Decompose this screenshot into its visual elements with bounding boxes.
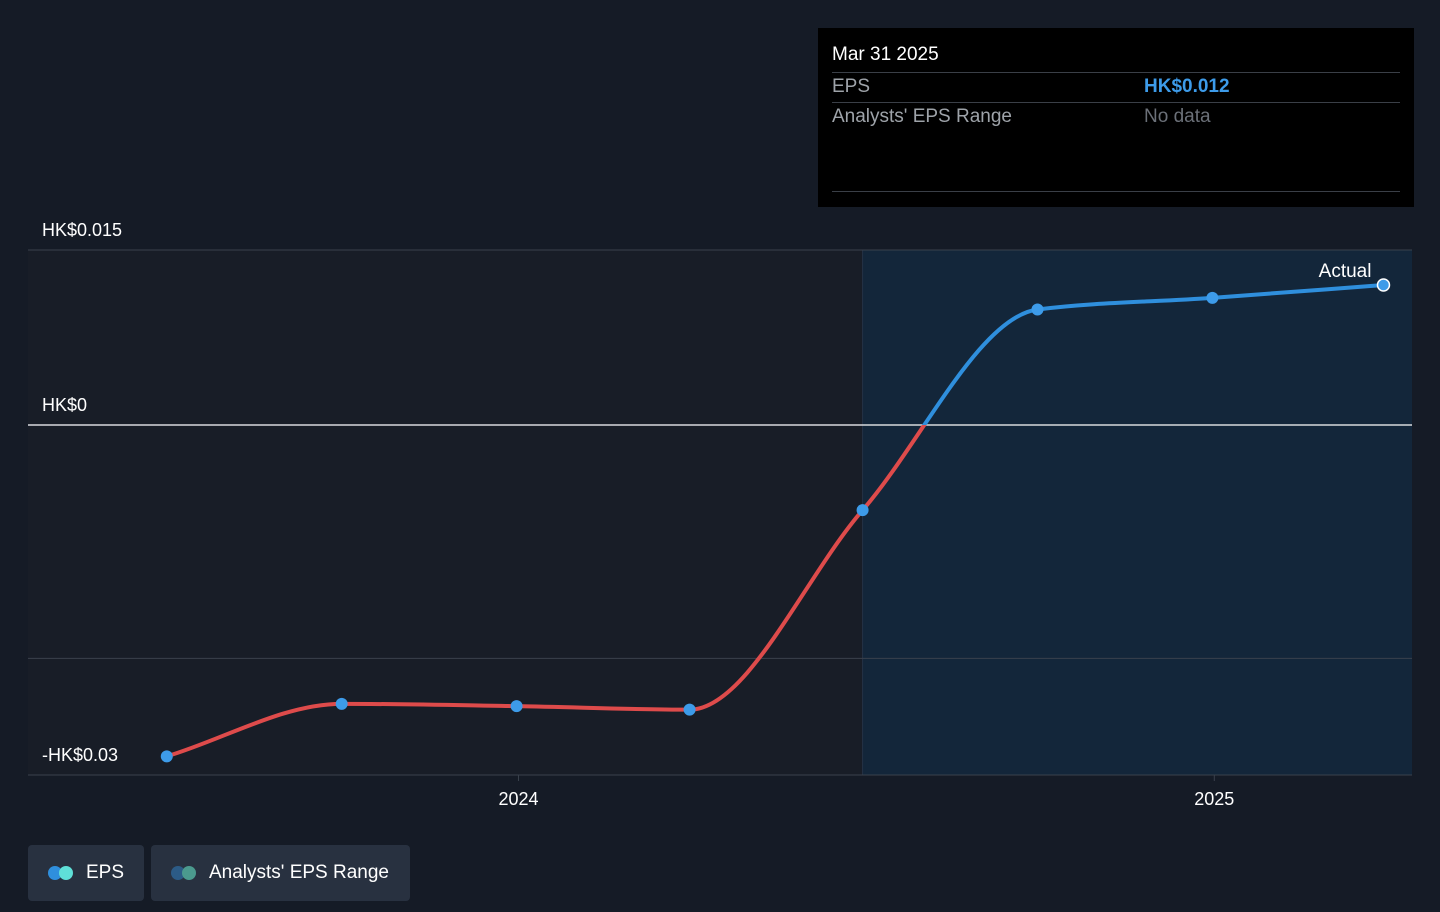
eps-point <box>1206 291 1219 304</box>
tooltip-range-value: No data <box>1144 106 1211 127</box>
past-region <box>28 250 863 775</box>
y-tick-label: HK$0.015 <box>42 220 122 240</box>
eps-point <box>683 703 696 716</box>
y-tick-label: HK$0 <box>42 395 87 415</box>
actual-annotation: Actual <box>1319 261 1372 282</box>
future-region <box>862 250 1412 775</box>
eps-point <box>856 504 869 517</box>
tooltip-eps-label: EPS <box>832 76 871 97</box>
eps-points <box>160 278 1391 763</box>
y-axis-labels: HK$0.015 HK$0 -HK$0.03 <box>42 220 122 765</box>
eps-point <box>335 697 348 710</box>
y-tick-label: -HK$0.03 <box>42 745 118 765</box>
eps-legend-icon <box>48 866 76 880</box>
legend-range-label: Analysts' EPS Range <box>209 862 389 883</box>
grid-lines <box>28 249 1412 776</box>
eps-point <box>1376 278 1391 292</box>
tooltip-divider <box>832 191 1400 192</box>
tooltip-range-label: Analysts' EPS Range <box>832 106 1012 127</box>
tooltip-divider <box>832 72 1400 73</box>
eps-point <box>160 750 173 763</box>
x-tick-label: 2025 <box>1194 789 1234 809</box>
tooltip-eps-value: HK$0.012 <box>1144 76 1230 97</box>
eps-point <box>510 700 523 713</box>
legend-range-button[interactable]: Analysts' EPS Range <box>151 845 410 901</box>
legend-eps-label: EPS <box>86 862 125 883</box>
tooltip-date: Mar 31 2025 <box>832 44 939 65</box>
range-legend-icon <box>171 866 199 880</box>
eps-line-positive <box>921 283 1384 425</box>
eps-chart: HK$0.015 HK$0 -HK$0.03 2024 2025 Actual <box>28 220 1412 809</box>
eps-line-negative <box>166 425 927 759</box>
x-tick-label: 2024 <box>498 789 538 809</box>
eps-point <box>1031 303 1044 316</box>
tooltip-divider <box>832 102 1400 103</box>
x-axis-labels: 2024 2025 <box>498 775 1234 809</box>
tooltip-panel: Mar 31 2025 EPS HK$0.012 Analysts' EPS R… <box>818 28 1414 207</box>
legend-eps-button[interactable]: EPS <box>28 845 144 901</box>
